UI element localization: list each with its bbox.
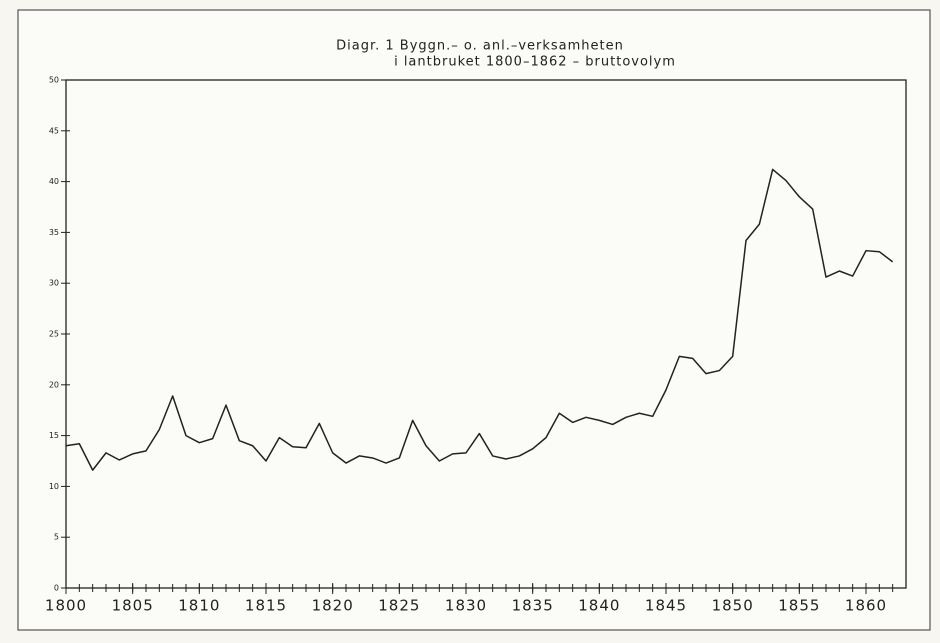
y-tick-label: 40: [49, 177, 59, 186]
y-tick-label: 5: [54, 533, 59, 542]
x-tick-label: 1815: [245, 597, 287, 615]
y-tick-label: 45: [49, 126, 59, 135]
x-tick-label: 1825: [378, 597, 420, 615]
x-tick-label: 1805: [112, 597, 154, 615]
x-tick-label: 1840: [578, 597, 620, 615]
data-line: [65, 168, 894, 471]
y-tick-label: 25: [49, 330, 59, 339]
frame: [17, 9, 931, 631]
x-tick-label: 1820: [312, 597, 354, 615]
x-tick-label: 1830: [445, 597, 487, 615]
x-tick-label: 1850: [712, 597, 754, 615]
y-tick-label: 35: [49, 228, 59, 237]
x-tick-label: 1835: [512, 597, 554, 615]
chart-subtitle: i lantbruket 1800–1862 – bruttovolym: [394, 55, 676, 70]
y-tick-label: 0: [54, 584, 59, 593]
x-tick-label: 1845: [645, 597, 687, 615]
y-tick-label: 50: [49, 76, 59, 85]
x-tick-label: 1800: [45, 597, 87, 615]
y-tick-label: 20: [49, 380, 59, 389]
chart-title: Diagr. 1 Byggn.– o. anl.–verksamheten: [336, 39, 624, 54]
x-tick-label: 1855: [778, 597, 820, 615]
x-tick-label: 1860: [845, 597, 887, 615]
y-tick-label: 30: [49, 279, 59, 288]
x-tick-label: 1810: [178, 597, 220, 615]
y-tick-label: 15: [49, 431, 59, 440]
y-tick-label: 10: [49, 482, 59, 491]
